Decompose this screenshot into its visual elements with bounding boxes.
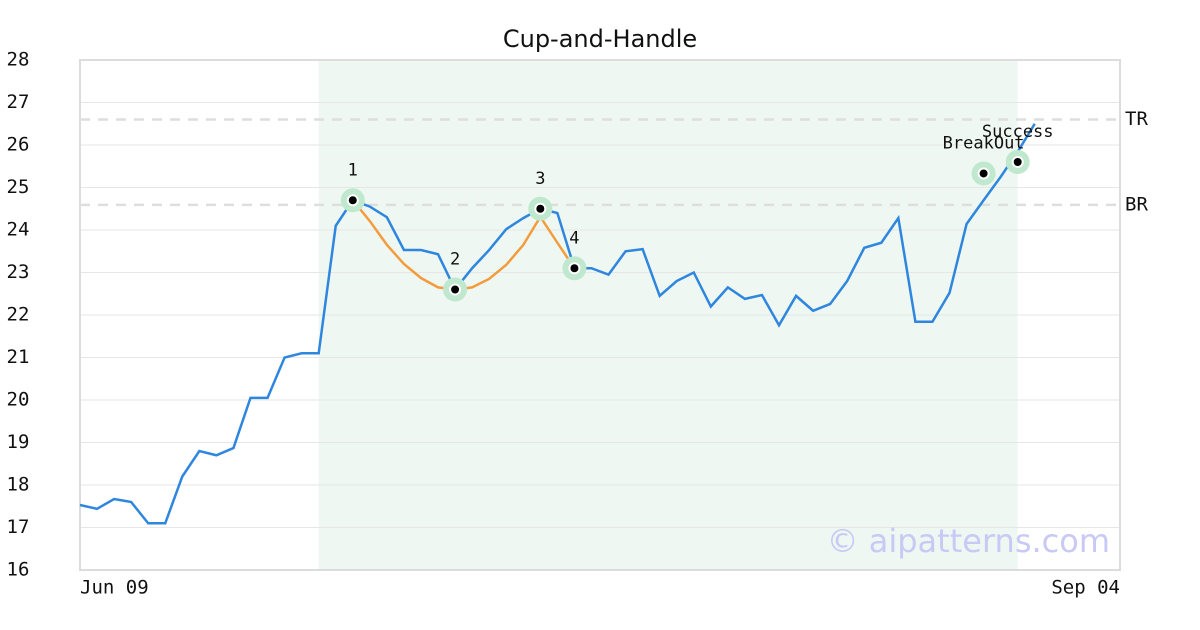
plot-border bbox=[79, 59, 1121, 571]
point-label: 3 bbox=[535, 169, 545, 189]
y-tick-label: 16 bbox=[7, 559, 30, 581]
point-marker bbox=[977, 167, 990, 180]
y-tick-label: 21 bbox=[7, 346, 30, 368]
y-tick-label: 17 bbox=[7, 516, 30, 538]
level-label: TR bbox=[1125, 108, 1148, 130]
point-label: BreakOut bbox=[943, 133, 1025, 153]
y-tick-label: 26 bbox=[7, 134, 30, 156]
point-marker bbox=[568, 262, 581, 275]
point-label: 4 bbox=[569, 228, 579, 248]
y-tick-label: 22 bbox=[7, 304, 30, 326]
level-label: BR bbox=[1125, 193, 1148, 215]
y-tick-label: 20 bbox=[7, 389, 30, 411]
y-tick-label: 18 bbox=[7, 474, 30, 496]
y-tick-label: 27 bbox=[7, 91, 30, 113]
y-tick-label: 19 bbox=[7, 431, 30, 453]
point-marker bbox=[449, 283, 462, 296]
chart-title: Cup-and-Handle bbox=[503, 25, 697, 53]
point-label: Success bbox=[982, 122, 1054, 142]
point-marker bbox=[346, 194, 359, 207]
point-marker bbox=[1011, 156, 1024, 168]
price-line bbox=[79, 123, 1036, 525]
point-marker bbox=[534, 202, 547, 215]
point-label: 2 bbox=[450, 250, 460, 270]
x-tick-label: Jun 09 bbox=[80, 577, 149, 599]
x-tick-label: Sep 04 bbox=[1051, 577, 1120, 599]
y-tick-label: 28 bbox=[7, 49, 30, 71]
watermark: © aipatterns.com bbox=[827, 522, 1110, 560]
y-tick-label: 23 bbox=[7, 261, 30, 283]
point-label: 1 bbox=[348, 160, 358, 180]
y-tick-label: 25 bbox=[7, 176, 30, 198]
y-tick-label: 24 bbox=[7, 219, 30, 241]
